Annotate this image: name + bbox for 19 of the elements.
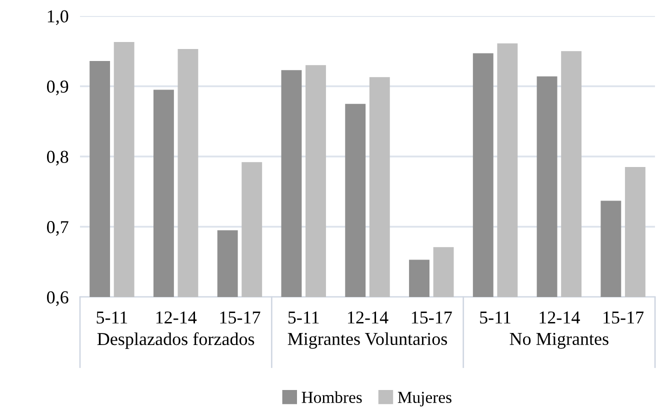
x-tick-label: 12-14 (348, 311, 388, 324)
x-tick-label: 12-14 (540, 311, 580, 324)
x-tick-label: 5-11 (480, 312, 510, 324)
y-tick-label: 0,6 (47, 291, 68, 306)
text: Migrantes Voluntarios (288, 332, 448, 349)
legend-label: Mujeres (398, 392, 452, 406)
y-tick-label: 1,0 (48, 10, 68, 26)
y-tick-label: 0,7 (47, 221, 68, 236)
y-tick-label: 0,8 (47, 150, 68, 166)
legend-label: Hombres (302, 391, 362, 404)
text: No Migrantes (510, 332, 608, 349)
x-tick-label: 15-17 (412, 312, 452, 324)
x-tick-label: 15-17 (604, 312, 644, 324)
x-tick-label: 12-14 (156, 311, 197, 324)
y-tick-label: 0,9 (47, 80, 68, 96)
x-tick-label: 5-11 (288, 312, 319, 324)
text: Desplazados forzados (97, 332, 254, 349)
x-tick-label: 5-11 (96, 312, 128, 324)
x-tick-label: 15-17 (220, 312, 260, 324)
